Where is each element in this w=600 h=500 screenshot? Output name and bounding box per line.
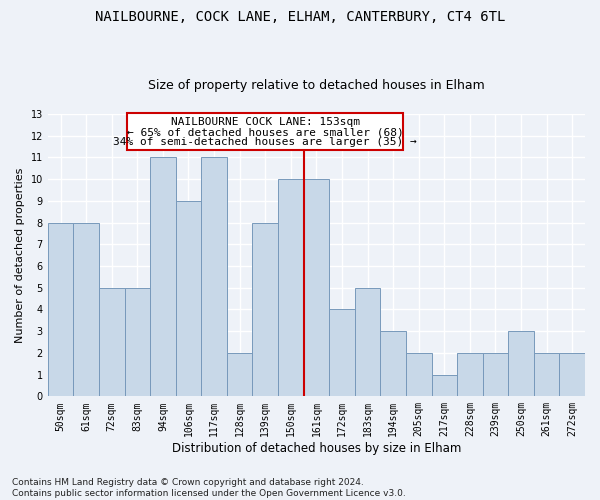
Y-axis label: Number of detached properties: Number of detached properties <box>15 168 25 343</box>
Text: 34% of semi-detached houses are larger (35) →: 34% of semi-detached houses are larger (… <box>113 138 417 147</box>
Bar <box>355 288 380 397</box>
Bar <box>73 222 99 396</box>
Text: NAILBOURNE COCK LANE: 153sqm: NAILBOURNE COCK LANE: 153sqm <box>171 117 360 127</box>
Bar <box>304 179 329 396</box>
Text: ← 65% of detached houses are smaller (68): ← 65% of detached houses are smaller (68… <box>127 127 404 137</box>
Bar <box>176 201 201 396</box>
Bar <box>431 374 457 396</box>
Bar <box>99 288 125 397</box>
Bar <box>127 113 403 150</box>
Bar <box>48 222 73 396</box>
Bar <box>201 158 227 396</box>
Bar <box>380 331 406 396</box>
Bar <box>125 288 150 397</box>
Bar <box>508 331 534 396</box>
Bar <box>227 353 253 397</box>
X-axis label: Distribution of detached houses by size in Elham: Distribution of detached houses by size … <box>172 442 461 455</box>
Bar <box>559 353 585 397</box>
Bar <box>150 158 176 396</box>
Bar <box>278 179 304 396</box>
Bar <box>253 222 278 396</box>
Text: Contains HM Land Registry data © Crown copyright and database right 2024.
Contai: Contains HM Land Registry data © Crown c… <box>12 478 406 498</box>
Bar <box>482 353 508 397</box>
Text: NAILBOURNE, COCK LANE, ELHAM, CANTERBURY, CT4 6TL: NAILBOURNE, COCK LANE, ELHAM, CANTERBURY… <box>95 10 505 24</box>
Bar <box>329 310 355 396</box>
Bar <box>406 353 431 397</box>
Bar <box>534 353 559 397</box>
Bar <box>457 353 482 397</box>
Title: Size of property relative to detached houses in Elham: Size of property relative to detached ho… <box>148 79 485 92</box>
